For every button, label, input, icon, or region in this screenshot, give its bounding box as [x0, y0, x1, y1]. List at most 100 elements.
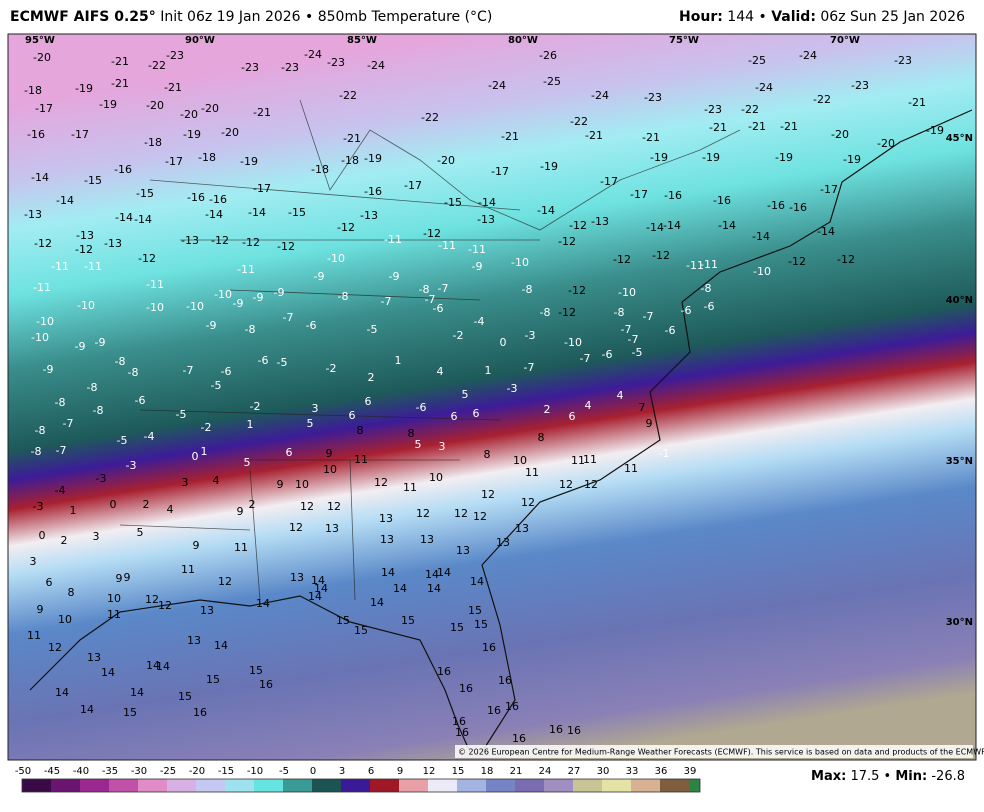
grid-value: -6	[602, 348, 613, 361]
grid-value: 14	[425, 568, 439, 581]
grid-value: -3	[507, 382, 518, 395]
grid-value: 14	[381, 566, 395, 579]
grid-value: -26	[539, 49, 557, 62]
grid-value: -5	[277, 356, 288, 369]
colorbar-cell	[22, 779, 51, 792]
grid-value: -2	[250, 400, 261, 413]
grid-value: -18	[341, 154, 359, 167]
lon-label: 90°W	[185, 35, 215, 46]
lon-label: 85°W	[347, 35, 377, 46]
grid-value: -9	[75, 340, 86, 353]
grid-value: -14	[646, 221, 664, 234]
grid-value: -15	[444, 196, 462, 209]
grid-value: -12	[569, 219, 587, 232]
grid-value: -19	[540, 160, 558, 173]
grid-value: -9	[389, 270, 400, 283]
grid-value: -17	[253, 182, 271, 195]
grid-value: 12	[289, 521, 303, 534]
grid-value: -13	[76, 229, 94, 242]
colorbar-tick-label: -45	[44, 766, 60, 777]
grid-value: -23	[644, 91, 662, 104]
lon-label: 95°W	[25, 35, 55, 46]
grid-value: -7	[183, 364, 194, 377]
grid-value: 15	[450, 621, 464, 634]
grid-value: -22	[148, 59, 166, 72]
grid-value: -13	[591, 215, 609, 228]
grid-value: -21	[501, 130, 519, 143]
colorbar-cell	[196, 779, 225, 792]
grid-value: 3	[93, 530, 100, 543]
grid-value: -11	[468, 243, 486, 256]
colorbar-tick-label: 3	[339, 766, 345, 777]
grid-value: -23	[166, 49, 184, 62]
grid-value: 1	[201, 445, 208, 458]
colorbar-tick-label: 18	[481, 766, 494, 777]
grid-value: 5	[307, 417, 314, 430]
colorbar-tick-label: 33	[626, 766, 639, 777]
grid-value: -7	[381, 295, 392, 308]
grid-value: 12	[374, 476, 388, 489]
grid-value: 6	[46, 576, 53, 589]
grid-value: -11	[384, 233, 402, 246]
grid-value: -5	[117, 434, 128, 447]
grid-value: -22	[570, 115, 588, 128]
lon-label: 80°W	[508, 35, 538, 46]
grid-value: 5	[244, 456, 251, 469]
max: 17.5	[850, 769, 879, 784]
grid-value: -20	[180, 108, 198, 121]
colorbar-cell	[341, 779, 370, 792]
grid-value: 16	[487, 704, 501, 717]
grid-value: -5	[176, 408, 187, 421]
colorbar-cell	[399, 779, 428, 792]
grid-value: -12	[277, 240, 295, 253]
grid-value: -17	[600, 175, 618, 188]
grid-value: 0	[192, 450, 199, 463]
grid-value: -25	[748, 54, 766, 67]
grid-value: -21	[642, 131, 660, 144]
grid-value: 16	[437, 665, 451, 678]
grid-value: 16	[452, 715, 466, 728]
grid-value: -10	[36, 315, 54, 328]
grid-value: -10	[564, 336, 582, 349]
grid-value: 6	[349, 409, 356, 422]
grid-value: -12	[211, 234, 229, 247]
grid-value: -6	[221, 365, 232, 378]
colorbar-cell	[370, 779, 399, 792]
lat-label: 30°N	[946, 617, 973, 628]
grid-value: -14	[817, 225, 835, 238]
grid-value: -8	[31, 445, 42, 458]
grid-value: -19	[650, 151, 668, 164]
grid-value: 4	[585, 399, 592, 412]
grid-value: -17	[404, 179, 422, 192]
grid-value: 3	[439, 440, 446, 453]
temperature-field	[7, 33, 977, 761]
grid-value: -14	[718, 219, 736, 232]
grid-value: -8	[245, 323, 256, 336]
grid-value: -22	[813, 93, 831, 106]
grid-value: -8	[35, 424, 46, 437]
grid-value: -12	[75, 243, 93, 256]
grid-value: -19	[364, 152, 382, 165]
grid-value: 11	[403, 481, 417, 494]
grid-value: 12	[416, 507, 430, 520]
grid-value: -19	[240, 155, 258, 168]
grid-value: 9	[326, 447, 333, 460]
grid-value: 15	[401, 614, 415, 627]
grid-value: 4	[167, 503, 174, 516]
colorbar-cell	[167, 779, 196, 792]
colorbar-cell	[689, 779, 700, 792]
grid-value: 9	[193, 539, 200, 552]
grid-value: -3	[525, 329, 536, 342]
grid-value: -3	[33, 500, 44, 513]
grid-value: -20	[221, 126, 239, 139]
colorbar-tick-label: 21	[510, 766, 523, 777]
grid-value: -24	[367, 59, 385, 72]
grid-value: -12	[568, 284, 586, 297]
grid-value: 15	[474, 618, 488, 631]
grid-value: 16	[482, 641, 496, 654]
grid-value: -19	[843, 153, 861, 166]
grid-value: 2	[368, 371, 375, 384]
grid-value: -13	[104, 237, 122, 250]
grid-value: 14	[314, 582, 328, 595]
grid-value: -23	[327, 56, 345, 69]
